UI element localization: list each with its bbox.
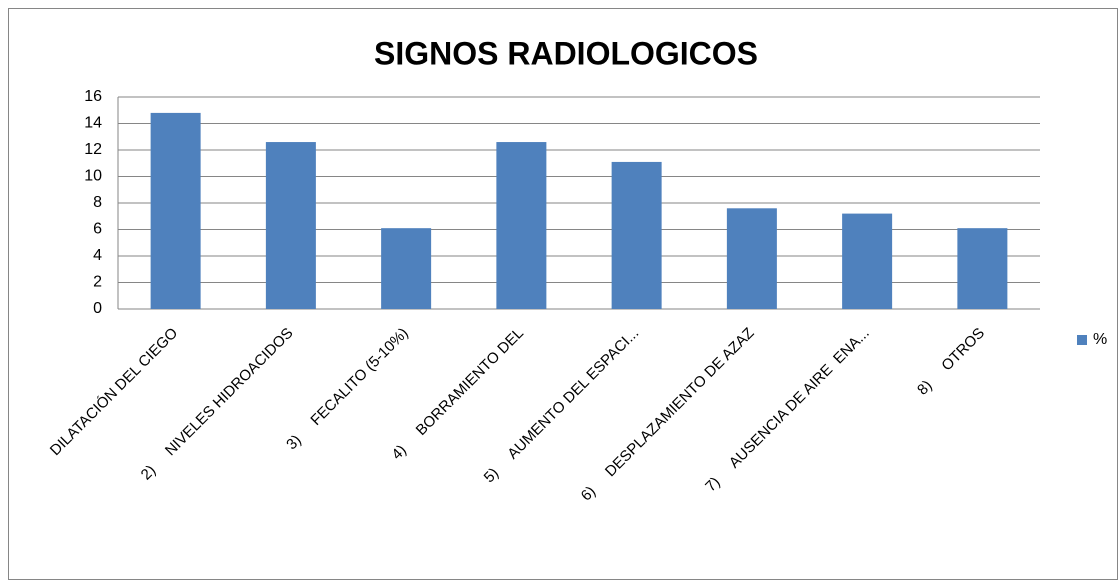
y-tick-label: 12 xyxy=(84,141,102,158)
y-tick-label: 0 xyxy=(93,300,102,317)
y-tick-label: 14 xyxy=(84,115,102,132)
bar xyxy=(957,228,1008,309)
bar xyxy=(842,213,893,309)
y-tick-label: 6 xyxy=(93,221,102,238)
y-tick-label: 2 xyxy=(93,274,102,291)
bar xyxy=(381,228,432,309)
legend-label: % xyxy=(1093,331,1107,348)
bar xyxy=(265,142,316,309)
y-tick-label: 8 xyxy=(93,194,102,211)
bar xyxy=(611,161,662,309)
chart-title: SIGNOS RADIOLOGICOS xyxy=(374,35,758,71)
bar xyxy=(726,208,777,309)
y-tick-label: 4 xyxy=(93,247,102,264)
bar xyxy=(496,142,547,309)
legend-swatch xyxy=(1077,335,1087,345)
y-tick-label: 16 xyxy=(84,88,102,105)
y-tick-label: 10 xyxy=(84,168,102,185)
bar xyxy=(150,112,201,310)
